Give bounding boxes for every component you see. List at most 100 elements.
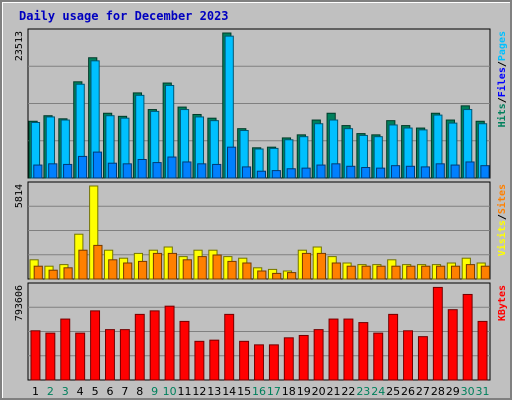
bar-pages-day-20: [316, 164, 326, 179]
legend-requests: Hits/Files/Pages: [496, 31, 508, 127]
bar-sites-day-2: [48, 269, 58, 280]
bar-pages-day-2: [48, 163, 58, 179]
bar-kbytes-day-12: [194, 340, 205, 381]
day-label-13: 13: [207, 385, 221, 398]
bar-sites-day-7: [123, 262, 133, 280]
bar-kbytes-day-25: [388, 313, 399, 381]
bar-sites-day-12: [197, 256, 207, 280]
bar-kbytes-day-27: [417, 336, 428, 381]
bar-sites-day-24: [376, 265, 386, 280]
bar-pages-day-14: [227, 146, 237, 179]
bar-sites-day-16: [257, 270, 267, 280]
legend-visitors: Visits/Sites: [496, 184, 508, 256]
day-label-2: 2: [47, 385, 54, 398]
day-label-15: 15: [237, 385, 251, 398]
bar-pages-day-21: [331, 163, 341, 179]
bar-kbytes-day-30: [462, 293, 473, 381]
bar-sites-day-27: [421, 265, 431, 280]
bar-pages-day-24: [376, 167, 386, 179]
bar-kbytes-day-10: [164, 305, 175, 381]
day-label-9: 9: [151, 385, 158, 398]
day-label-7: 7: [121, 385, 128, 398]
bar-kbytes-day-6: [104, 329, 115, 381]
bar-sites-day-25: [391, 265, 401, 280]
bar-kbytes-day-11: [179, 320, 190, 381]
day-label-10: 10: [163, 385, 177, 398]
day-label-24: 24: [371, 385, 385, 398]
bar-pages-day-23: [361, 167, 371, 179]
bar-pages-day-5: [92, 151, 103, 179]
bar-pages-day-25: [390, 165, 401, 179]
bar-sites-day-5: [93, 244, 103, 280]
bar-sites-day-1: [33, 265, 43, 280]
bar-kbytes-day-26: [403, 330, 414, 381]
day-label-23: 23: [356, 385, 370, 398]
bar-pages-day-8: [137, 158, 147, 179]
bar-sites-day-31: [480, 265, 490, 280]
bar-kbytes-day-7: [119, 329, 130, 381]
bar-sites-day-9: [152, 252, 163, 280]
bar-sites-day-21: [331, 262, 341, 280]
day-label-21: 21: [327, 385, 341, 398]
bar-pages-day-9: [152, 162, 162, 179]
bar-kbytes-day-23: [358, 322, 369, 381]
day-label-11: 11: [177, 385, 191, 398]
day-label-16: 16: [252, 385, 266, 398]
bar-sites-day-15: [242, 262, 252, 280]
bar-pages-day-10: [167, 156, 177, 179]
day-label-1: 1: [32, 385, 39, 398]
bar-sites-day-20: [316, 252, 327, 280]
bar-pages-day-19: [301, 167, 311, 179]
bar-sites-day-29: [450, 265, 461, 280]
day-label-3: 3: [62, 385, 69, 398]
bar-kbytes-day-31: [477, 320, 488, 381]
max-label-requests: 23513: [14, 31, 25, 61]
day-label-17: 17: [267, 385, 281, 398]
bar-sites-day-28: [436, 265, 446, 280]
bar-sites-day-23: [361, 265, 371, 280]
bar-sites-day-26: [406, 265, 416, 280]
bar-kbytes-day-16: [254, 344, 264, 381]
bar-kbytes-day-24: [373, 332, 384, 381]
bar-sites-day-3: [63, 267, 73, 280]
day-label-28: 28: [431, 385, 445, 398]
bar-sites-day-14: [227, 260, 237, 280]
bar-kbytes-day-17: [268, 344, 279, 381]
bar-pages-day-1: [33, 164, 43, 179]
bar-kbytes-day-14: [224, 313, 235, 381]
bar-kbytes-day-2: [45, 332, 56, 381]
day-label-31: 31: [476, 385, 490, 398]
bar-sites-day-8: [137, 260, 148, 280]
bar-kbytes-day-3: [60, 318, 71, 381]
bar-pages-day-11: [182, 161, 192, 179]
bar-kbytes-day-9: [149, 310, 160, 381]
bar-kbytes-day-4: [75, 332, 86, 381]
bar-pages-day-12: [197, 163, 207, 179]
day-label-5: 5: [92, 385, 99, 398]
bar-pages-day-16: [256, 170, 267, 179]
bar-sites-day-18: [287, 272, 297, 280]
day-label-25: 25: [386, 385, 400, 398]
day-label-18: 18: [282, 385, 296, 398]
bar-sites-day-6: [108, 259, 118, 280]
bar-kbytes-day-19: [298, 334, 309, 381]
day-label-4: 4: [77, 385, 84, 398]
bar-kbytes-day-15: [239, 340, 250, 381]
bar-pages-day-6: [107, 162, 117, 179]
bar-sites-day-22: [346, 265, 356, 280]
day-label-20: 20: [312, 385, 326, 398]
bar-pages-day-26: [405, 165, 416, 179]
bar-pages-day-15: [241, 166, 252, 179]
day-label-12: 12: [192, 385, 206, 398]
bar-pages-day-27: [420, 166, 430, 179]
bar-pages-day-18: [286, 168, 296, 179]
bar-pages-day-22: [346, 165, 356, 179]
bar-pages-day-30: [465, 161, 475, 179]
bar-pages-day-31: [480, 165, 490, 179]
legend-bandwidth: KBytes: [497, 285, 508, 321]
bar-pages-day-29: [450, 164, 460, 179]
bar-kbytes-day-22: [343, 318, 354, 381]
bar-kbytes-day-5: [90, 310, 101, 381]
bar-sites-day-10: [167, 252, 177, 280]
